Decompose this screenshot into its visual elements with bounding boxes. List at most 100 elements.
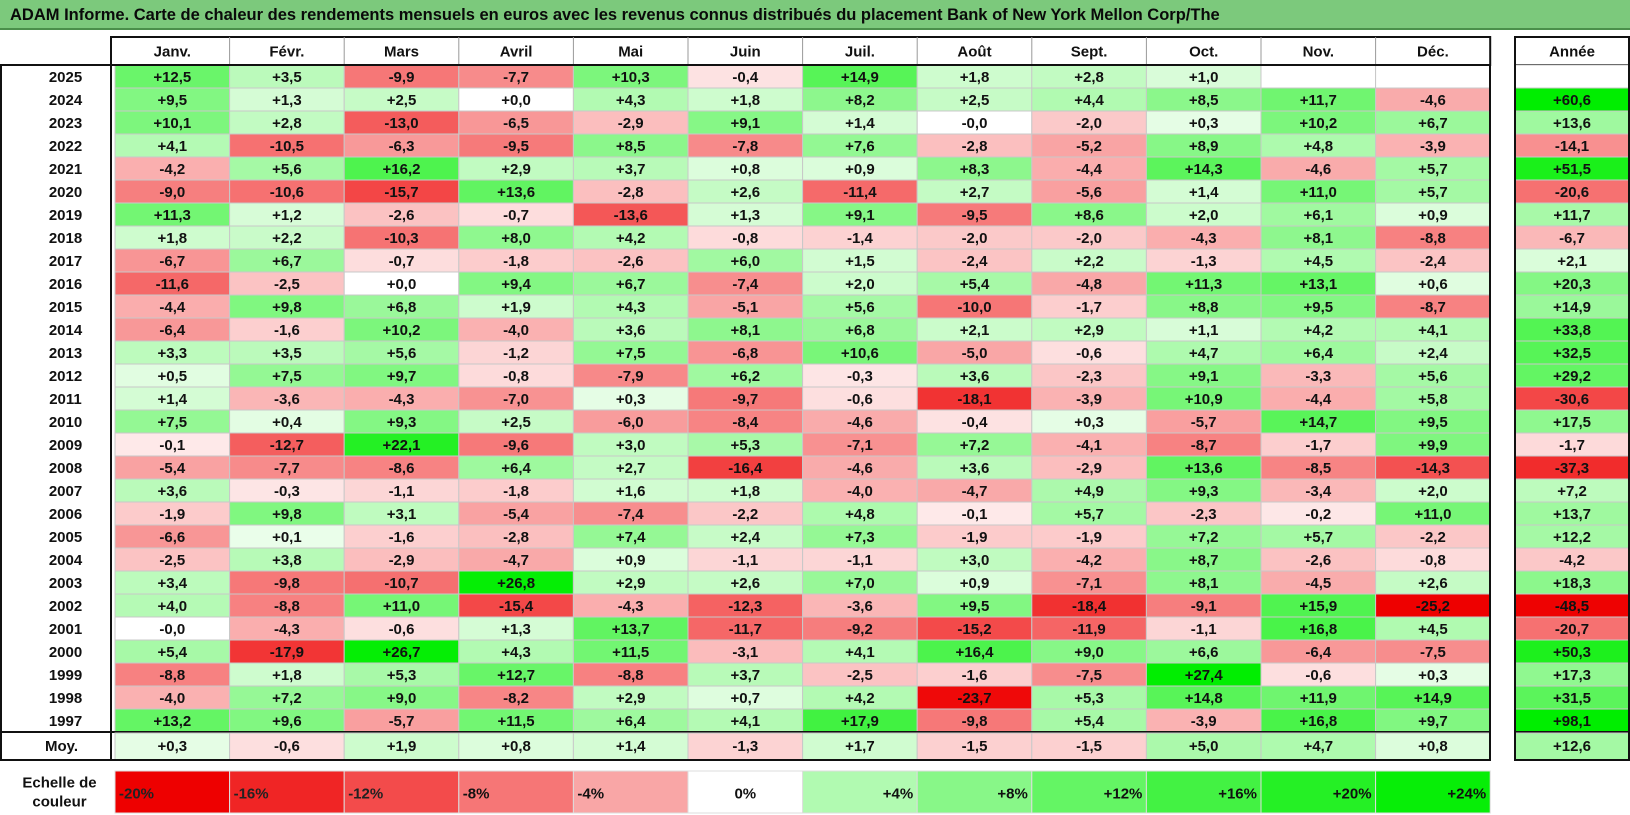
chart-title: ADAM Informe. Carte de chaleur des rende… (10, 6, 1220, 24)
cell-value: +8,1 (730, 322, 760, 339)
cell-value: -5,6 (1076, 184, 1102, 201)
cell-value: +11,9 (1300, 690, 1337, 707)
cell-value: +1,3 (501, 621, 531, 638)
cell-value: -5,4 (503, 506, 530, 523)
cell-value: +9,1 (1189, 368, 1219, 385)
year-label: 2014 (49, 322, 83, 339)
average-cell (687, 732, 804, 761)
cell-value: +11,3 (154, 207, 191, 224)
cell-value: +0,9 (960, 575, 990, 592)
average-value: +1,9 (387, 738, 417, 755)
annual-value: -6,7 (1559, 230, 1585, 247)
cell-value: +17,9 (841, 713, 879, 730)
cell-value: -4,0 (503, 322, 529, 339)
cell-value: +4,5 (1303, 253, 1333, 270)
cell-value: +3,5 (272, 345, 302, 362)
cell-value: -1,6 (274, 322, 300, 339)
scale-swatch (572, 770, 689, 814)
cell-value: -5,7 (1191, 414, 1217, 431)
annual-value: +50,3 (1553, 644, 1591, 661)
cell-value: -7,5 (1420, 644, 1446, 661)
cell-value: -0,6 (389, 621, 415, 638)
cell-value: -7,9 (618, 368, 644, 385)
cell-value: -2,0 (962, 230, 988, 247)
annual-value: -14,1 (1555, 138, 1589, 155)
cell-value: +1,8 (730, 92, 760, 109)
cell-value: -25,2 (1416, 598, 1450, 615)
annual-value: +29,2 (1553, 368, 1591, 385)
annual-value: -37,3 (1555, 460, 1589, 477)
cell-value: -4,3 (274, 621, 300, 638)
cell-value: +3,7 (616, 161, 646, 178)
cell-value: +11,5 (498, 713, 535, 730)
cell-value: +2,9 (1074, 322, 1104, 339)
cell-value: -4,6 (1420, 92, 1446, 109)
scale-label: +24% (1447, 786, 1486, 803)
annual-value: +18,3 (1553, 575, 1591, 592)
month-header-3: Mars (384, 44, 419, 61)
cell-value: +3,7 (730, 667, 760, 684)
year-label: 2003 (49, 575, 82, 592)
year-label: 2010 (49, 414, 82, 431)
average-cell (802, 732, 918, 761)
year-label: 1999 (49, 667, 82, 684)
scale-label: +20% (1333, 786, 1372, 803)
cell-value: +3,6 (157, 483, 187, 500)
scale-label: 0% (734, 786, 756, 803)
cell-value: -9,5 (962, 207, 988, 224)
cell-value: -11,7 (729, 621, 762, 638)
cell-value: +9,0 (1074, 644, 1104, 661)
cell-value: +14,9 (1414, 690, 1452, 707)
cell-value: -2,4 (962, 253, 989, 270)
cell-value: +8,9 (1189, 138, 1219, 155)
cell-value: +16,8 (1299, 621, 1337, 638)
cell-value: +4,0 (157, 598, 187, 615)
cell-value: +2,6 (730, 575, 760, 592)
cell-value: -0,7 (503, 207, 529, 224)
year-label: 1997 (49, 713, 82, 730)
cell-value: -1,9 (962, 529, 988, 546)
cell-value: +6,8 (387, 299, 417, 316)
cell-value: +3,4 (157, 575, 187, 592)
cell-value: +1,4 (157, 391, 187, 408)
cell-value: +9,0 (387, 690, 417, 707)
cell-value: +8,8 (1189, 299, 1219, 316)
year-label: 2015 (49, 299, 82, 316)
cell-value: +4,1 (1418, 322, 1448, 339)
cell-value: -2,8 (503, 529, 529, 546)
average-cell (1145, 732, 1262, 761)
year-label: 2004 (49, 552, 83, 569)
cell-value: +4,4 (1074, 92, 1104, 109)
cell-value: +8,6 (1074, 207, 1104, 224)
cell-value: +2,2 (1074, 253, 1104, 270)
cell-value: +6,2 (730, 368, 760, 385)
cell-value: +11,0 (1414, 506, 1451, 523)
cell-value: +7,2 (272, 690, 302, 707)
average-label: Moy. (45, 738, 78, 755)
scale-swatch (1260, 770, 1377, 814)
cell-value: -4,6 (1305, 161, 1331, 178)
cell-value: -12,3 (728, 598, 762, 615)
cell-value: -0,4 (732, 69, 759, 86)
cell-value: +7,6 (845, 138, 875, 155)
cell-value: +6,8 (845, 322, 875, 339)
average-value: +0,8 (1418, 738, 1448, 755)
cell-value: +4,3 (501, 644, 531, 661)
cell-value: +7,5 (157, 414, 187, 431)
year-label: 2011 (49, 391, 82, 408)
year-label: 2008 (49, 460, 82, 477)
year-label: 2023 (49, 115, 82, 132)
cell-value: -3,4 (1305, 483, 1332, 500)
cell-value: -8,6 (389, 460, 415, 477)
annual-value: +13,7 (1553, 506, 1591, 523)
cell-value: -0,1 (159, 437, 185, 454)
cell-value: +9,5 (1418, 414, 1448, 431)
cell-value: -2,6 (389, 207, 415, 224)
cell-value: +3,8 (272, 552, 302, 569)
cell-value: -10,3 (384, 230, 418, 247)
cell-value: +6,4 (1303, 345, 1333, 362)
cell-value: +4,3 (616, 92, 646, 109)
cell-value: +1,6 (616, 483, 646, 500)
cell-value: -1,1 (1191, 621, 1217, 638)
